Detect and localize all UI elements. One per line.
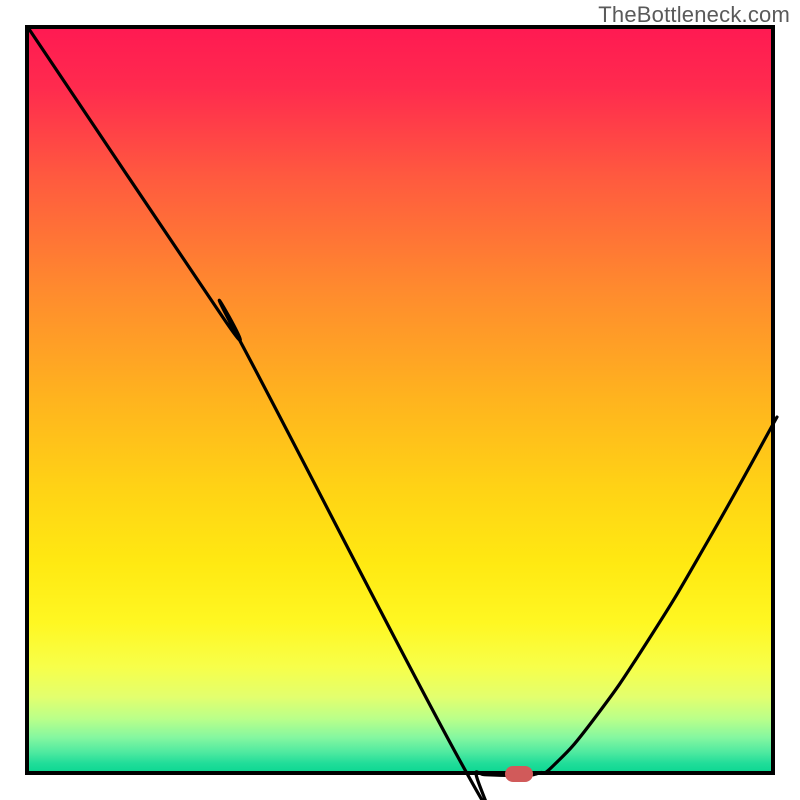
bottleneck-chart: TheBottleneck.com: [0, 0, 800, 800]
curve-layer: [0, 0, 800, 800]
watermark-text: TheBottleneck.com: [598, 2, 790, 28]
bottleneck-curve: [29, 29, 777, 800]
optimal-point-marker: [505, 766, 533, 782]
